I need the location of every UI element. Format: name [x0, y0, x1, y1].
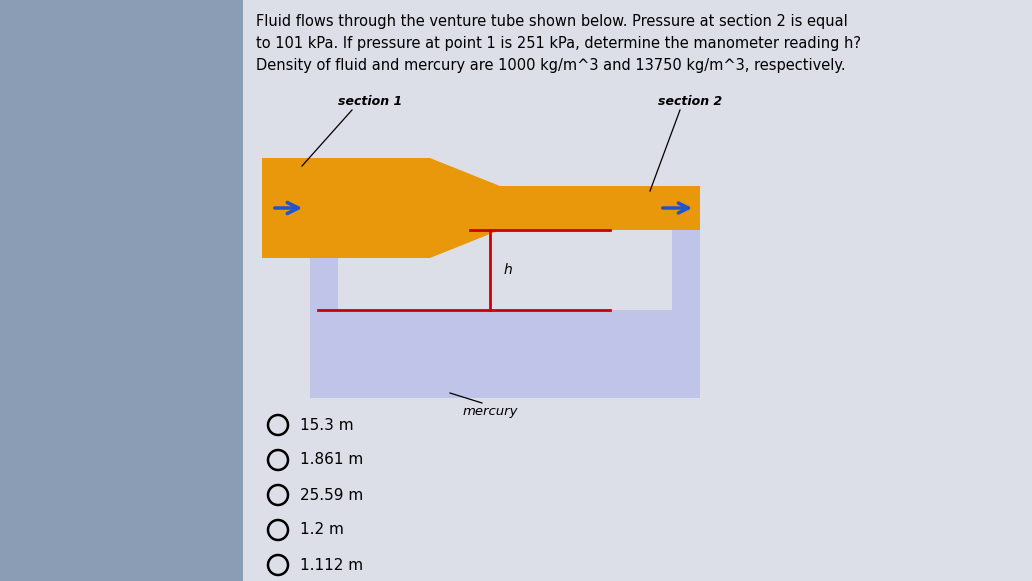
Text: section 2: section 2: [657, 95, 722, 108]
Text: 15.3 m: 15.3 m: [300, 418, 354, 432]
Text: Fluid flows through the venture tube shown below. Pressure at section 2 is equal: Fluid flows through the venture tube sho…: [256, 14, 861, 73]
Bar: [338, 310, 672, 370]
Bar: [338, 258, 672, 310]
Text: 25.59 m: 25.59 m: [300, 487, 363, 503]
Polygon shape: [262, 158, 700, 258]
Text: h: h: [504, 263, 513, 277]
Text: 1.2 m: 1.2 m: [300, 522, 344, 537]
Bar: [243, 0, 1032, 581]
Text: 1.112 m: 1.112 m: [300, 558, 363, 572]
Text: mercury: mercury: [462, 405, 518, 418]
Text: 1.861 m: 1.861 m: [300, 453, 363, 468]
Text: section 1: section 1: [337, 95, 402, 108]
Polygon shape: [310, 230, 700, 398]
